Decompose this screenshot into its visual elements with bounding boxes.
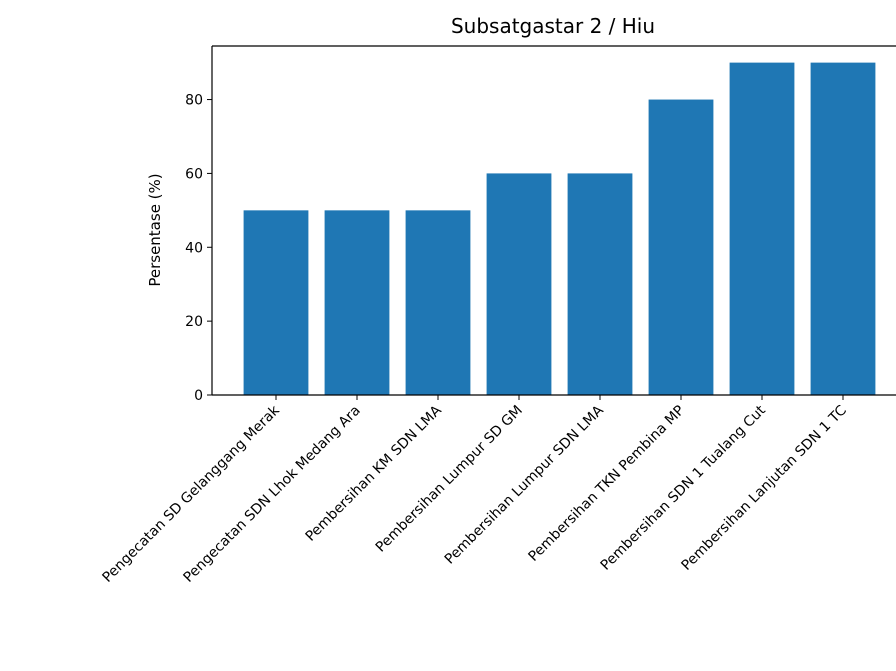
x-tick-label: Pembersihan KM SDN LMA bbox=[303, 402, 446, 545]
x-tick-label: Pembersihan TKN Pembina MP bbox=[526, 403, 688, 565]
x-tick-label: Pembersihan Lanjutan SDN 1 TC bbox=[679, 402, 850, 573]
bar-5 bbox=[567, 173, 633, 395]
bar-6 bbox=[648, 99, 714, 395]
x-tick-label: Pembersihan SDN 1 Tualang Cut bbox=[598, 402, 770, 574]
bar-4 bbox=[486, 173, 552, 395]
y-tick-label: 80 bbox=[185, 93, 203, 109]
bar-8 bbox=[810, 62, 876, 395]
bar-7 bbox=[729, 62, 795, 395]
bars bbox=[243, 62, 876, 395]
y-tick-label: 60 bbox=[185, 166, 203, 182]
x-axis-ticks: Pengecatan SD Gelanggang MerakPengecatan… bbox=[100, 395, 850, 586]
bar-3 bbox=[405, 210, 471, 395]
y-axis-ticks: 0 20 40 60 80 bbox=[185, 93, 212, 404]
x-tick-label: Pembersihan Lumpur SDN LMA bbox=[442, 402, 607, 567]
bar-2 bbox=[324, 210, 390, 395]
y-tick-label: 0 bbox=[194, 388, 203, 404]
x-tick-label: Pembersihan Lumpur SD GM bbox=[373, 403, 526, 556]
x-tick-label: Pengecatan SDN Lhok Medang Ara bbox=[180, 403, 363, 586]
chart-title: Subsatgastar 2 / Hiu bbox=[451, 14, 655, 38]
y-tick-label: 40 bbox=[185, 240, 203, 256]
x-tick-label: Pengecatan SD Gelanggang Merak bbox=[100, 402, 284, 586]
bar-1 bbox=[243, 210, 309, 395]
y-axis-label: Persentase (%) bbox=[146, 173, 164, 286]
y-tick-label: 20 bbox=[185, 314, 203, 330]
axes-frame bbox=[211, 45, 896, 396]
